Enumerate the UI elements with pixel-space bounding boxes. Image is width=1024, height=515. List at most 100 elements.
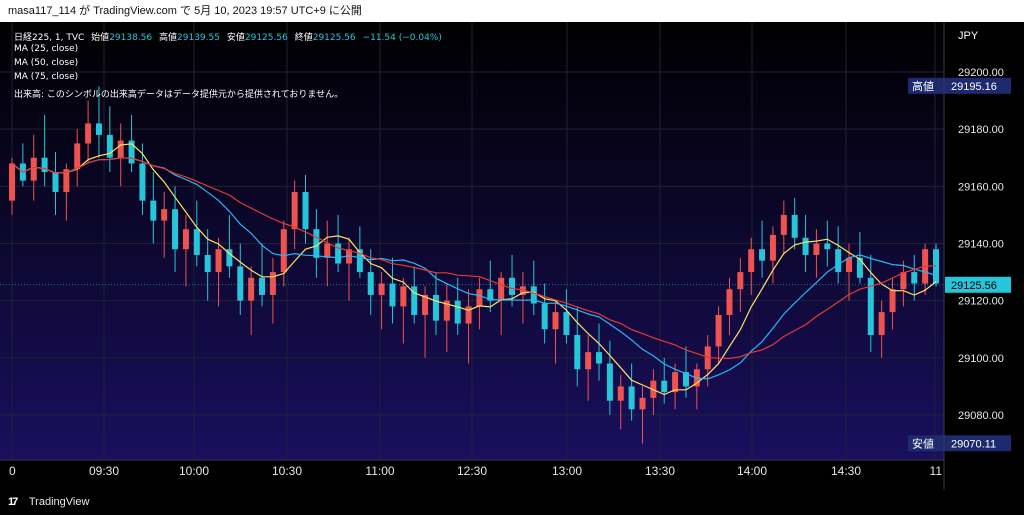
candle-body — [780, 214, 787, 235]
candle-body — [139, 163, 146, 201]
candle-body — [259, 277, 266, 295]
time-axis-background — [0, 460, 944, 490]
time-tick-label: 11 — [930, 464, 943, 478]
price-tick-label: 29100.00 — [958, 353, 1004, 365]
candle-body — [519, 286, 526, 295]
candle-body — [813, 243, 820, 255]
candle-body — [606, 363, 613, 401]
candle-body — [661, 380, 668, 393]
price-chart: JPY 29200.00 29180.00 29160.00 29140.00 29120… — [0, 22, 1024, 490]
candle-body — [617, 386, 624, 401]
ma25-line — [11, 143, 937, 396]
time-tick-label: 14:30 — [831, 464, 861, 478]
candle-body — [117, 140, 124, 158]
low-value: 29125.56 — [244, 33, 288, 43]
candle-body — [856, 257, 863, 278]
candle-body — [335, 243, 342, 264]
candle-body — [41, 157, 48, 173]
session-low-label: 安値 — [912, 436, 934, 450]
candle-body — [215, 249, 222, 273]
candle-body — [302, 192, 309, 230]
volume-note: 出来高: このシンボルの出来高データはデータ提供元から提供されておりません。 — [14, 90, 344, 100]
time-tick-label: 10:30 — [272, 464, 302, 478]
price-axis-background — [944, 22, 1024, 490]
ma25-legend[interactable]: MA (25, close) — [14, 44, 79, 54]
candle-body — [150, 200, 157, 221]
tradingview-logo-icon: 17 — [8, 496, 18, 508]
candle-body — [596, 352, 603, 364]
candle-body — [237, 266, 244, 301]
price-tick-label: 29140.00 — [958, 239, 1004, 251]
price-tick-label: 29180.00 — [958, 124, 1004, 136]
time-tick-label: 10:00 — [179, 464, 209, 478]
time-tick-label: 11:00 — [365, 464, 394, 478]
candle-body — [509, 277, 516, 295]
candle-body — [552, 312, 559, 330]
footer-bar: 17 TradingView — [0, 490, 1024, 515]
time-tick-label: 13:00 — [552, 464, 582, 478]
brand-label: TradingView — [28, 496, 90, 508]
time-axis[interactable]: 0 09:30 10:00 10:30 11:00 12:30 13:00 13:30 14:0… — [9, 464, 942, 478]
candle-body — [639, 397, 646, 410]
price-tick-label: 29160.00 — [958, 181, 1004, 193]
price-axis[interactable]: JPY 29200.00 29180.00 29160.00 29140.00 29120… — [0, 30, 1011, 452]
time-tick-label: 13:30 — [645, 464, 675, 478]
candle-body — [248, 277, 255, 301]
candle-body — [791, 214, 798, 238]
tradingview-logo[interactable]: 17 TradingView — [8, 496, 89, 508]
candle-body — [704, 346, 711, 370]
symbol-title[interactable]: 日経225, 1, TVC — [14, 33, 85, 43]
high-value: 29139.55 — [177, 33, 220, 43]
currency-label: JPY — [958, 30, 979, 42]
candle-body — [74, 143, 81, 170]
close-value: 29125.56 — [312, 33, 356, 43]
candle-body — [226, 249, 233, 267]
time-tick-label: 09:30 — [89, 464, 119, 478]
candle-body — [128, 140, 135, 164]
ma50-legend[interactable]: MA (50, close) — [14, 58, 79, 68]
candle-body — [411, 286, 418, 315]
candle-body — [900, 272, 907, 290]
candle-body — [389, 283, 396, 307]
change-value: −11.54 (−0.04%) — [362, 33, 442, 43]
candle-body — [878, 312, 885, 335]
candle-body — [889, 289, 896, 313]
candle-body — [313, 229, 320, 258]
candle-body — [541, 303, 548, 330]
candle-body — [182, 229, 189, 250]
candle-body — [748, 249, 755, 273]
price-tick-label: 29200.00 — [958, 67, 1004, 79]
candle-body — [726, 289, 733, 315]
candle-body — [443, 300, 450, 321]
candle-body — [737, 272, 744, 290]
ma75-line — [11, 157, 937, 360]
high-label: 高値 — [159, 33, 178, 43]
candle-body — [324, 243, 331, 258]
candle-body — [498, 277, 505, 301]
candle-body — [95, 123, 102, 135]
session-low-value: 29070.11 — [951, 438, 996, 450]
candle-body — [193, 229, 200, 255]
candle-body — [487, 289, 494, 301]
candle-body — [911, 272, 918, 284]
candle-body — [204, 254, 211, 273]
candle-body — [802, 237, 809, 255]
candle-body — [454, 300, 461, 324]
price-tick-label: 29080.00 — [958, 410, 1004, 422]
candle-body — [846, 257, 853, 273]
session-high-tag — [908, 77, 1011, 94]
candle-body — [574, 334, 581, 370]
close-label: 終値 — [294, 33, 313, 43]
publish-caption-bar: masa117_114 が TradingView.com で 5月 10, 2… — [0, 0, 1024, 22]
time-tick-label: 12:30 — [457, 464, 487, 478]
time-tick-label: 0 — [9, 464, 16, 478]
candle-body — [672, 372, 679, 393]
candle-body — [422, 294, 429, 315]
candle-body — [465, 306, 472, 324]
ma75-legend[interactable]: MA (75, close) — [14, 72, 79, 82]
session-high-value: 29195.16 — [951, 81, 997, 93]
candle-body — [291, 192, 298, 230]
candle-body — [432, 294, 439, 321]
candle-body — [585, 352, 592, 370]
